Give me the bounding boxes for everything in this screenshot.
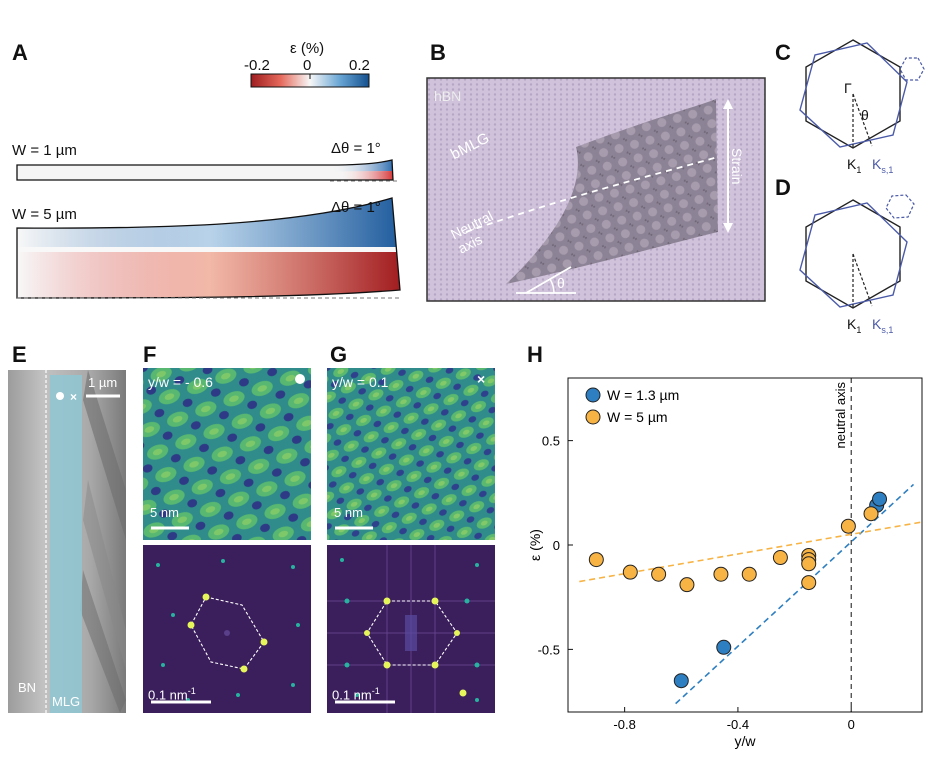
legend-label-0: W = 1.3 µm [607, 387, 679, 403]
strip2-width-label: W = 5 µm [12, 206, 77, 223]
panel-f-stm-image [143, 368, 311, 540]
panel-label-g: G [330, 342, 348, 367]
data-point-series-1 [679, 577, 695, 593]
panel-c-brillouin-zones [799, 39, 925, 149]
data-point-series-1 [801, 556, 817, 572]
panel-label-a: A [12, 40, 28, 65]
f-scalebar-label: 5 nm [150, 505, 179, 520]
data-point-series-1 [622, 564, 638, 580]
data-point-series-1 [588, 552, 604, 568]
y-tick-label: 0.5 [542, 434, 560, 449]
data-point-series-1 [801, 575, 817, 591]
neutral-axis-annotation: neutral axis [833, 382, 848, 449]
panel-d-brillouin-zones [799, 194, 915, 309]
ks-label-c: Ks,1 [872, 156, 894, 175]
data-point-series-1 [772, 550, 788, 566]
k1-label-d: K1 [847, 316, 862, 335]
data-point-series-0 [673, 673, 689, 689]
colorbar-tick-min: -0.2 [244, 57, 270, 74]
colorbar-title: ε (%) [290, 40, 325, 57]
strip1-twist-label: Δθ = 1° [331, 140, 381, 157]
panel-label-h: H [527, 342, 543, 367]
panel-g-fft-image [327, 545, 495, 713]
data-point-series-0 [716, 639, 732, 655]
g-scalebar-label: 5 nm [334, 505, 363, 520]
x-tick-label: -0.4 [727, 717, 749, 732]
panel-g-stm-image: × [327, 368, 495, 540]
colorbar-tick-zero: 0 [303, 57, 312, 74]
f-fft-scalebar-label: 0.1 nm-1 [148, 686, 196, 703]
ks-label-d: Ks,1 [872, 316, 894, 335]
strip1-width-label: W = 1 µm [12, 142, 77, 159]
data-point-series-1 [741, 566, 757, 582]
panel-b-moire-image [426, 77, 766, 302]
y-tick-label: -0.5 [538, 642, 560, 657]
panel-label-b: B [430, 40, 446, 65]
data-point-series-0 [872, 491, 888, 507]
panel-label-c: C [775, 40, 791, 65]
y-axis-label: ε (%) [527, 529, 543, 561]
strain-label: Strain [729, 148, 745, 185]
bn-label: BN [18, 680, 37, 695]
theta-angle-label: θ [557, 275, 565, 291]
plot-frame [567, 377, 923, 713]
gamma-label: Γ [844, 80, 852, 96]
y-tick-label: 0 [553, 538, 560, 553]
x-tick-label: 0 [848, 717, 855, 732]
colorbar-tick-max: 0.2 [349, 57, 370, 74]
x-axis-label: y/w [735, 733, 757, 749]
g-fft-scalebar-label: 0.1 nm-1 [332, 686, 380, 703]
panel-label-f: F [143, 342, 157, 367]
panel-label-d: D [775, 175, 791, 200]
strip2-twist-label: Δθ = 1° [331, 199, 381, 216]
svg-text:×: × [70, 390, 77, 404]
x-tick-label: -0.8 [613, 717, 635, 732]
legend-marker-0 [585, 387, 601, 403]
legend-label-1: W = 5 µm [607, 409, 668, 425]
g-position-label: y/w = 0.1 [332, 374, 389, 390]
k1-label-c: K1 [847, 156, 862, 175]
data-point-series-1 [863, 506, 879, 522]
data-point-series-1 [651, 566, 667, 582]
panel-label-e: E [12, 342, 27, 367]
f-position-label: y/w = - 0.6 [148, 374, 213, 390]
svg-text:×: × [477, 371, 485, 387]
legend-marker-1 [585, 409, 601, 425]
data-point-series-1 [713, 566, 729, 582]
panel-e-afm-image: × [8, 370, 126, 713]
data-point-series-1 [840, 518, 856, 534]
panel-f-fft-image [143, 545, 311, 713]
afm-scalebar-label: 1 µm [88, 375, 118, 390]
mlg-label: MLG [52, 694, 81, 709]
panel-a-figure [16, 73, 402, 299]
hbn-label: hBN [434, 88, 462, 104]
fit-line-1 [579, 521, 923, 583]
panel-h-chart: -0.8 -0.4 0 0.5 0 -0.5 y/w ε (%) neutral axis W … [527, 377, 923, 749]
strip-w1 [16, 159, 400, 182]
theta-label: θ [861, 107, 869, 123]
fit-line-0 [675, 483, 915, 705]
